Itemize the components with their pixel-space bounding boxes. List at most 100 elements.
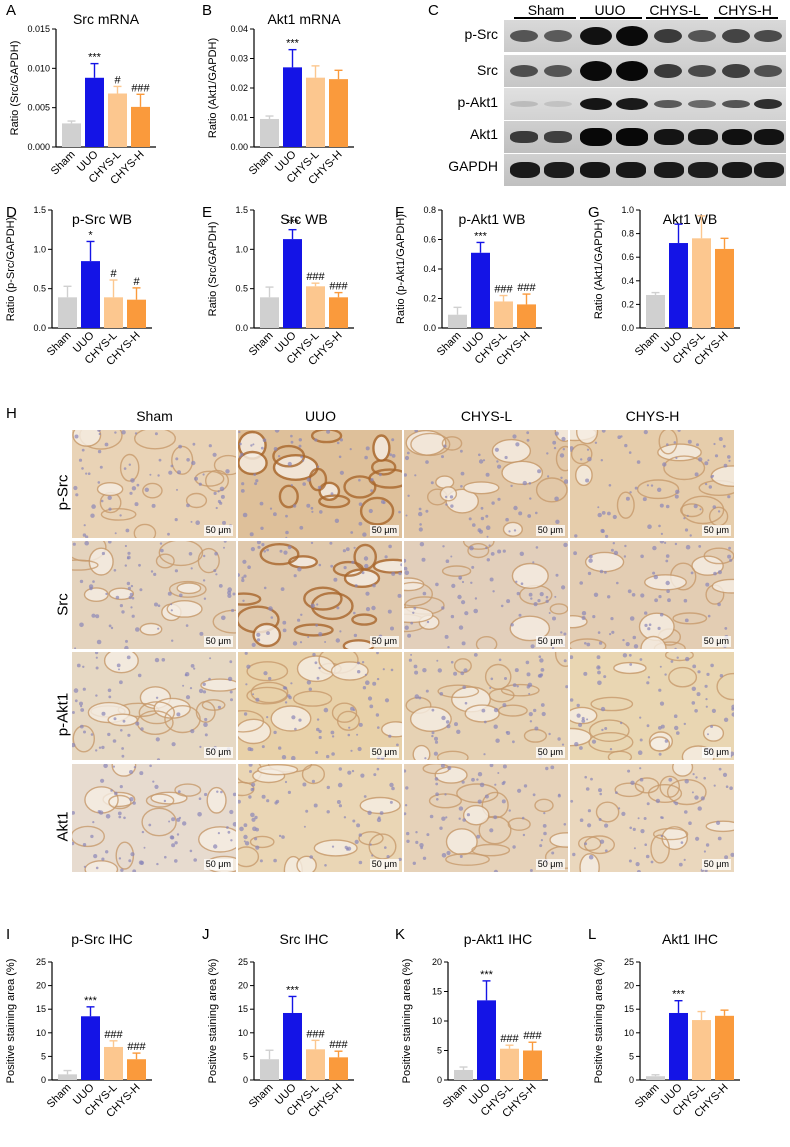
bar-chys-l — [494, 301, 513, 328]
blot-row-label-gapdh: GAPDH — [448, 158, 498, 174]
x-tick-label: Sham — [441, 1082, 470, 1111]
scale-bar-label: 50 μm — [701, 525, 731, 536]
scale-bar-label: 50 μm — [535, 636, 565, 647]
blot-row-label-p-akt1: p-Akt1 — [457, 94, 498, 110]
bar-chys-l — [306, 77, 325, 147]
y-tick-label: 0.5 — [33, 284, 46, 294]
chart-title: p-Akt1 IHC — [464, 931, 532, 947]
chart-src-mrna: Src mRNA Ratio (Src/GAPDH) 0.000 0.005 0.010… — [9, 11, 156, 187]
scale-bar-label: 50 μm — [203, 525, 233, 536]
chart-title: Src mRNA — [73, 11, 140, 27]
bar-uuo — [283, 67, 302, 147]
blot-group-uuo: UUO — [594, 2, 626, 18]
y-tick-label: 1.0 — [235, 244, 248, 254]
bar-chys-h — [715, 1015, 734, 1080]
x-tick-label: Sham — [633, 1082, 662, 1111]
chart-title: p-Src WB — [72, 211, 132, 227]
y-tick-label: 0.04 — [230, 24, 248, 34]
bar-sham — [260, 1059, 279, 1080]
y-tick-label: 0.0 — [423, 323, 436, 333]
y-tick-label: 15 — [432, 987, 442, 997]
bar-sham — [646, 294, 665, 328]
scale-bar-label: 50 μm — [535, 747, 565, 758]
bar-chys-l — [306, 1049, 325, 1080]
significance-mark: ### — [494, 284, 513, 296]
significance-mark: *** — [474, 230, 488, 242]
y-tick-label: 25 — [238, 957, 248, 967]
ihc-column-label-chys-h: CHYS-H — [625, 408, 680, 424]
y-tick-label: 15 — [238, 1004, 248, 1014]
y-tick-label: 0.000 — [27, 142, 50, 152]
ihc-image-src-chys-l: 50 μm — [404, 541, 568, 649]
bar-sham — [62, 123, 81, 147]
scale-bar-label: 50 μm — [203, 636, 233, 647]
western-blot-panel: Sham UUO CHYS-L CHYS-H p-Src Src p-Akt1 … — [430, 0, 790, 190]
x-tick-label: Sham — [247, 330, 276, 359]
x-tick-label: Sham — [435, 330, 464, 359]
bar-uuo — [81, 261, 100, 328]
panel-label-d: D — [6, 204, 17, 221]
y-tick-label: 20 — [36, 981, 46, 991]
bar-sham — [646, 1076, 665, 1080]
significance-mark: ### — [127, 1041, 146, 1053]
y-tick-label: 0.03 — [230, 54, 248, 64]
y-tick-label: 5 — [41, 1051, 46, 1061]
y-tick-label: 0.005 — [27, 103, 50, 113]
bar-uuo — [669, 1012, 688, 1080]
significance-mark: # — [110, 268, 117, 280]
y-tick-label: 0.2 — [621, 299, 634, 309]
scale-bar-label: 50 μm — [701, 747, 731, 758]
scale-bar-label: 50 μm — [535, 525, 565, 536]
scale-bar-label: 50 μm — [369, 525, 399, 536]
scale-bar-label: 50 μm — [203, 747, 233, 758]
significance-mark: # — [133, 276, 140, 288]
blot-group-chys-l: CHYS-L — [649, 2, 701, 18]
y-tick-label: 20 — [432, 957, 442, 967]
ihc-row-label-src: Src — [54, 593, 72, 616]
blot-strip-p-src — [504, 20, 786, 52]
blot-strip-gapdh — [504, 154, 786, 186]
y-axis-label: Ratio (Src/GAPDH) — [207, 222, 219, 317]
panel-label-i: I — [6, 926, 11, 943]
y-tick-label: 0.01 — [230, 113, 248, 123]
y-tick-label: 0.5 — [235, 284, 248, 294]
panel-label-c: C — [428, 2, 439, 19]
significance-mark: ### — [131, 82, 150, 94]
blot-strip-p-akt1 — [504, 88, 786, 120]
bar-sham — [448, 314, 467, 328]
panel-label-g: G — [588, 204, 600, 221]
ihc-image-p-akt1-chys-h: 50 μm — [570, 652, 734, 760]
chart-p-akt1-ihc: p-Akt1 IHC Positive staining area (%) 0 5 10… — [401, 931, 548, 1120]
significance-mark: *** — [480, 969, 494, 981]
significance-mark: ### — [329, 1039, 348, 1051]
ihc-row-label-p-src: p-Src — [54, 474, 72, 511]
chart-src-ihc: Src IHC Positive staining area (%) 0 5 10 15 2… — [207, 931, 354, 1120]
bar-chys-l — [692, 1020, 711, 1080]
significance-mark: ### — [306, 1028, 325, 1040]
significance-mark: *** — [286, 984, 300, 996]
bar-chys-l — [306, 286, 325, 328]
y-tick-label: 0.0 — [235, 323, 248, 333]
scale-bar-label: 50 μm — [701, 636, 731, 647]
blot-group-underline — [646, 17, 708, 19]
blot-row-label-src: Src — [477, 62, 498, 78]
y-tick-label: 0 — [41, 1075, 46, 1085]
y-tick-label: 5 — [629, 1051, 634, 1061]
scale-bar-label: 50 μm — [369, 636, 399, 647]
ihc-row-label-p-akt1: p-Akt1 — [54, 692, 72, 737]
y-tick-label: 20 — [624, 981, 634, 991]
y-axis-label: Positive staining area (%) — [207, 959, 219, 1084]
bar-uuo — [477, 1000, 496, 1080]
ihc-image-p-akt1-chys-l: 50 μm — [404, 652, 568, 760]
chart-title: Akt1 IHC — [662, 931, 718, 947]
bar-chys-l — [692, 238, 711, 328]
bar-uuo — [81, 1016, 100, 1080]
chart-title: Akt1 WB — [663, 211, 717, 227]
ihc-image-akt1-sham: 50 μm — [72, 764, 236, 872]
blot-group-sham: Sham — [527, 2, 565, 18]
significance-mark: ### — [523, 1030, 542, 1042]
y-axis-label: Ratio (Akt1/GAPDH) — [207, 38, 219, 138]
ihc-image-src-sham: 50 μm — [72, 541, 236, 649]
blot-group-underline — [714, 17, 778, 19]
significance-mark: ### — [517, 282, 536, 294]
